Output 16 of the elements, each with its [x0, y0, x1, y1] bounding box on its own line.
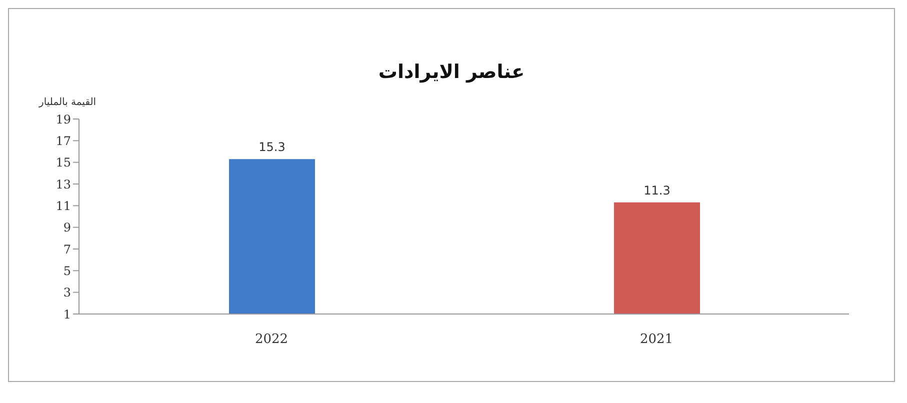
data-label: 11.3: [644, 183, 670, 198]
y-tick-label: 1: [63, 307, 71, 322]
data-label: 15.3: [258, 140, 286, 154]
y-axis-title: القيمة بالمليار: [39, 97, 96, 108]
y-tick-label: 17: [56, 134, 71, 148]
y-tick-label: 7: [63, 242, 71, 256]
y-tick-label: 3: [63, 286, 71, 300]
y-tick-label: 19: [56, 112, 71, 126]
y-tick-label: 13: [56, 177, 71, 192]
y-tick-label: 15: [56, 156, 71, 170]
y-tick-label: 11: [56, 198, 71, 213]
x-tick-label: 2022: [254, 332, 288, 348]
x-tick-label: 2021: [640, 332, 674, 348]
y-tick-label: 5: [63, 264, 71, 278]
y-tick-label: 9: [63, 220, 71, 235]
chart-title: عناصر الايرادات: [377, 61, 526, 83]
